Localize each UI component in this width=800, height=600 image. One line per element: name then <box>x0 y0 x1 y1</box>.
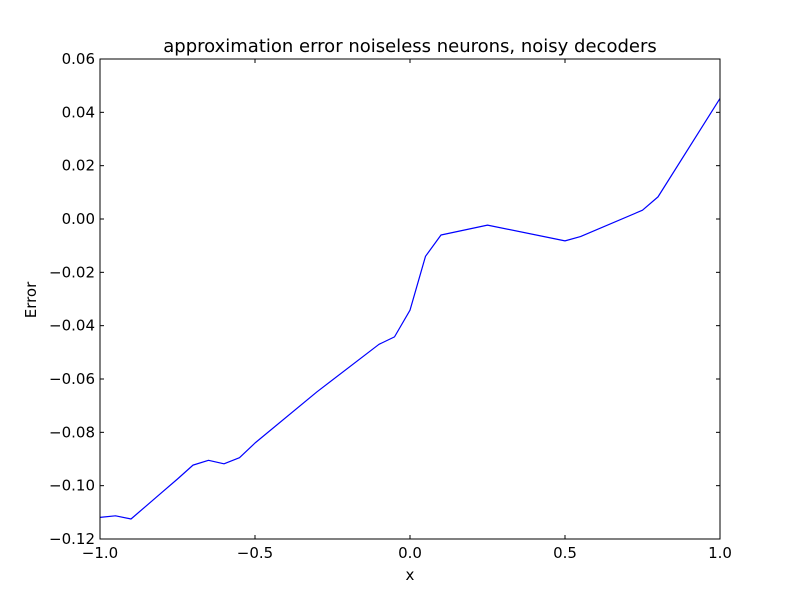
plot-area: −1.0 −0.5 0.0 0.5 1.0 −0.12 −0.10 −0.08 −0.06 −0.… <box>49 50 732 562</box>
y-tick-label: 0.06 <box>62 50 95 68</box>
y-tick-label: −0.08 <box>49 423 95 441</box>
y-tick-label: −0.02 <box>49 263 95 281</box>
chart-title: approximation error noiseless neurons, n… <box>163 36 657 57</box>
series-line-0 <box>99 98 721 520</box>
y-tick-label: −0.12 <box>49 530 95 548</box>
x-tick-label: −0.5 <box>237 544 273 562</box>
axes-frame <box>99 58 721 540</box>
x-tick-label: 1.0 <box>708 544 732 562</box>
y-tick-label: 0.04 <box>62 103 95 121</box>
x-axis-label: x <box>406 566 415 584</box>
x-tick-label: 0.0 <box>398 544 422 562</box>
x-tick-label: −1.0 <box>82 544 118 562</box>
y-tick-label: 0.02 <box>62 157 95 175</box>
x-tick-label: 0.5 <box>553 544 577 562</box>
y-tick-label: −0.10 <box>49 477 95 495</box>
y-axis-label: Error <box>22 281 40 318</box>
y-tick-label: 0.00 <box>62 210 95 228</box>
y-tick-label: −0.04 <box>49 317 95 335</box>
y-tick-label: −0.06 <box>49 370 95 388</box>
